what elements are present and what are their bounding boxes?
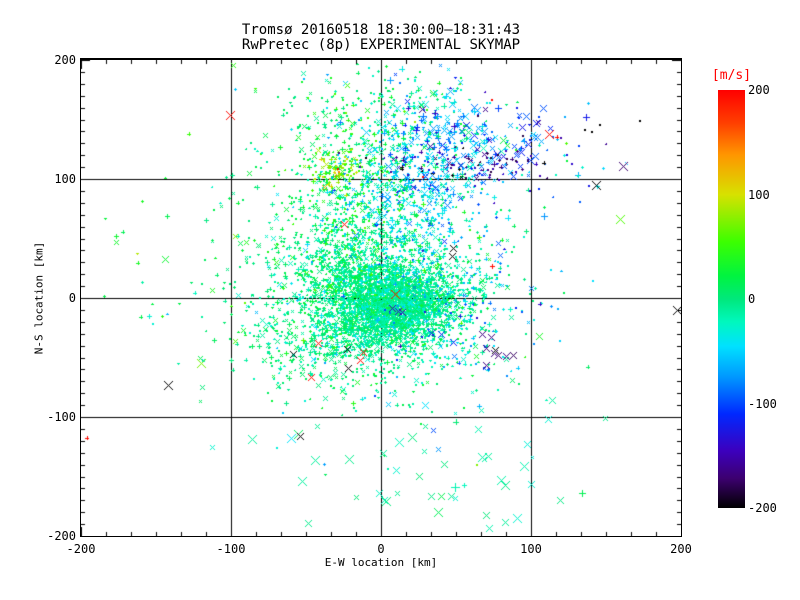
plot-area xyxy=(80,58,682,537)
figure-title: Tromsø 20160518 18:30:00–18:31:43 xyxy=(241,22,521,38)
x-tick-label: -100 xyxy=(216,542,246,556)
colorbar-gradient xyxy=(718,90,745,508)
y-tick-label: 200 xyxy=(54,53,76,67)
colorbar-units-label: [m/s] xyxy=(711,68,752,83)
skymap-canvas xyxy=(81,60,681,536)
x-tick-label: 200 xyxy=(670,542,692,556)
colorbar-tick-label: -100 xyxy=(748,396,777,411)
colorbar-tick-label: -200 xyxy=(748,501,777,515)
y-tick-label: -100 xyxy=(47,410,76,424)
colorbar-tick-label: 100 xyxy=(748,187,770,202)
colorbar-tick-label: 0 xyxy=(748,292,756,306)
y-tick-label: 0 xyxy=(68,291,76,305)
y-tick-label: 100 xyxy=(54,172,76,186)
colorbar-tick-label: 200 xyxy=(748,83,770,97)
x-tick-label: -200 xyxy=(66,542,96,556)
y-tick-label: -200 xyxy=(47,529,76,543)
x-axis-label: E-W location [km] xyxy=(324,556,438,569)
x-tick-label: 100 xyxy=(520,542,542,556)
figure-subtitle: RwPretec (8p) EXPERIMENTAL SKYMAP xyxy=(241,37,521,53)
x-tick-label: 0 xyxy=(377,542,385,556)
